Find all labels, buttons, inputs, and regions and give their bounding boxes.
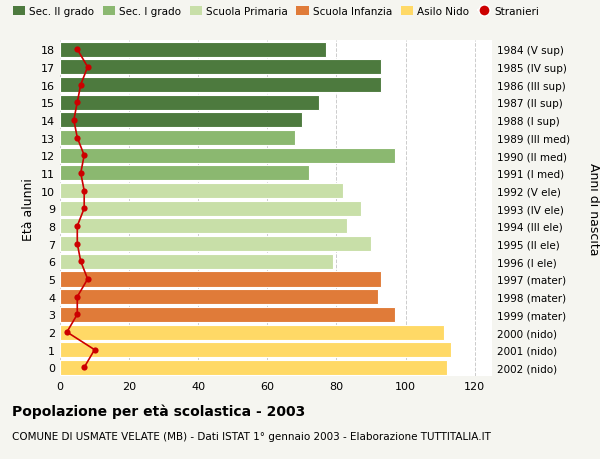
Bar	[60, 131, 295, 146]
Bar	[60, 307, 395, 322]
Point	[73, 134, 82, 142]
Bar	[60, 219, 347, 234]
Bar	[60, 148, 395, 163]
Point	[83, 276, 92, 283]
Point	[79, 152, 89, 160]
Y-axis label: Età alunni: Età alunni	[22, 178, 35, 240]
Bar	[60, 237, 371, 252]
Bar	[60, 184, 343, 199]
Bar	[60, 360, 447, 375]
Text: Popolazione per età scolastica - 2003: Popolazione per età scolastica - 2003	[12, 404, 305, 419]
Y-axis label: Anni di nascita: Anni di nascita	[587, 162, 599, 255]
Bar	[60, 272, 382, 287]
Point	[73, 293, 82, 301]
Bar	[60, 254, 333, 269]
Point	[76, 258, 86, 265]
Point	[73, 241, 82, 248]
Bar	[60, 78, 382, 93]
Bar	[60, 43, 326, 58]
Point	[69, 117, 79, 124]
Point	[90, 346, 100, 353]
Point	[76, 170, 86, 177]
Bar	[60, 166, 309, 181]
Point	[79, 188, 89, 195]
Bar	[60, 60, 382, 75]
Bar	[60, 202, 361, 216]
Point	[79, 205, 89, 213]
Point	[73, 99, 82, 106]
Point	[62, 329, 72, 336]
Bar	[60, 113, 302, 128]
Point	[83, 64, 92, 72]
Bar	[60, 290, 378, 304]
Point	[73, 223, 82, 230]
Text: COMUNE DI USMATE VELATE (MB) - Dati ISTAT 1° gennaio 2003 - Elaborazione TUTTITA: COMUNE DI USMATE VELATE (MB) - Dati ISTA…	[12, 431, 491, 442]
Point	[73, 311, 82, 319]
Bar	[60, 342, 451, 358]
Bar	[60, 95, 319, 111]
Point	[76, 82, 86, 89]
Legend: Sec. II grado, Sec. I grado, Scuola Primaria, Scuola Infanzia, Asilo Nido, Stran: Sec. II grado, Sec. I grado, Scuola Prim…	[8, 3, 544, 22]
Point	[73, 46, 82, 54]
Bar	[60, 325, 443, 340]
Point	[79, 364, 89, 371]
